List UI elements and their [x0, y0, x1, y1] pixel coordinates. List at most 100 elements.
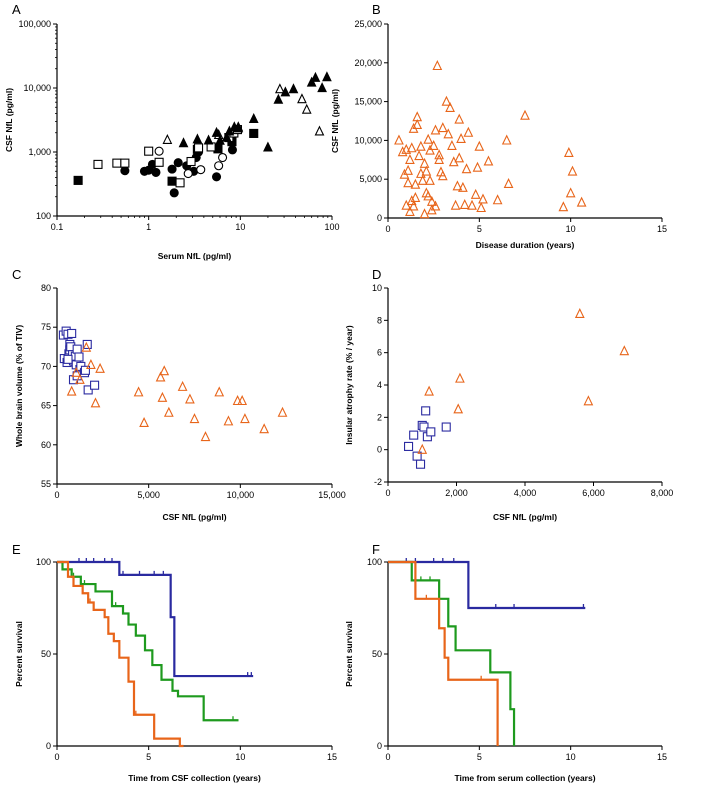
y-tick-label: 50 — [41, 649, 51, 659]
series-open-square-blue — [58, 326, 100, 395]
data-point — [483, 155, 494, 166]
data-point — [434, 153, 445, 164]
data-point — [63, 354, 73, 364]
y-tick-label: 0 — [377, 445, 382, 455]
data-point — [169, 188, 179, 198]
data-point — [415, 459, 426, 469]
data-point — [221, 131, 232, 142]
survival-curve — [57, 560, 184, 748]
x-tick-label: 10 — [566, 224, 576, 234]
series-blue — [57, 558, 254, 678]
y-tick-label: 10,000 — [354, 135, 382, 145]
data-point — [478, 193, 488, 204]
data-point — [434, 149, 445, 160]
y-axis-label: CSF NfL (pg/ml) — [4, 88, 14, 152]
y-tick-label: 80 — [41, 283, 51, 293]
data-point — [249, 128, 259, 138]
panel-label: D — [372, 267, 381, 282]
data-point — [301, 103, 312, 114]
x-tick-label: 15,000 — [318, 490, 346, 500]
data-point — [189, 413, 200, 424]
x-tick-label: 0 — [385, 488, 390, 498]
data-point — [237, 395, 248, 406]
data-point — [310, 71, 321, 82]
x-tick-label: 4,000 — [514, 488, 537, 498]
panel-label: E — [12, 542, 21, 557]
data-point — [421, 165, 432, 176]
data-point — [73, 175, 83, 185]
data-point — [183, 169, 193, 179]
data-point — [419, 157, 430, 168]
data-point — [432, 60, 443, 71]
data-point — [203, 134, 214, 145]
x-tick-label: 2,000 — [445, 488, 468, 498]
series-open-square-blue — [403, 406, 451, 469]
y-tick-label: 70 — [41, 361, 51, 371]
series-open-triangle — [394, 60, 587, 219]
data-point — [274, 83, 285, 94]
survival-curve — [388, 560, 516, 746]
data-point — [441, 95, 452, 106]
data-point — [405, 205, 415, 216]
y-tick-label: 8 — [377, 315, 382, 325]
data-point — [454, 113, 465, 124]
data-point — [162, 133, 173, 144]
data-point — [492, 194, 503, 205]
x-tick-label: 0 — [54, 752, 59, 762]
data-point — [441, 422, 451, 432]
data-point — [177, 380, 188, 391]
x-tick-label: 0 — [385, 752, 390, 762]
data-point — [412, 119, 423, 130]
survival-curve — [57, 560, 254, 678]
data-point — [419, 422, 429, 432]
y-tick-label: 65 — [41, 401, 51, 411]
x-tick-label: 8,000 — [651, 488, 674, 498]
series-orange — [57, 560, 184, 748]
x-axis-label: Time from CSF collection (years) — [128, 773, 261, 783]
data-point — [74, 352, 84, 362]
series-green — [57, 560, 239, 722]
survival-curve — [388, 560, 586, 610]
data-point — [214, 161, 224, 171]
x-tick-label: 100 — [324, 222, 339, 232]
data-point — [223, 415, 234, 426]
data-point — [425, 144, 435, 155]
y-tick-label: 25,000 — [354, 19, 382, 29]
data-point — [211, 172, 222, 182]
y-tick-label: 75 — [41, 322, 51, 332]
data-point — [476, 202, 487, 213]
data-point — [67, 328, 77, 339]
data-point — [520, 109, 530, 120]
data-point — [159, 365, 170, 376]
y-tick-label: 0 — [46, 741, 51, 751]
panel-label: A — [12, 2, 21, 17]
data-point — [175, 178, 185, 188]
x-axis-label: CSF NfL (pg/ml) — [162, 512, 226, 522]
data-point — [408, 200, 419, 211]
data-point — [215, 134, 225, 145]
data-point — [196, 165, 206, 175]
data-point — [163, 406, 174, 417]
data-point — [455, 372, 465, 383]
data-point — [456, 132, 466, 143]
data-point — [454, 152, 465, 163]
data-point — [619, 345, 630, 356]
data-point — [186, 156, 196, 167]
data-point — [474, 140, 485, 151]
data-point — [139, 416, 149, 427]
series-green — [388, 560, 516, 746]
data-point — [425, 174, 435, 185]
data-point — [409, 430, 419, 440]
panel-a: A 0.1 1 10 100 100 1,000 10,000 100,000 Serum NfL… — [4, 2, 340, 261]
data-point — [263, 141, 273, 152]
data-point — [306, 76, 317, 87]
panel-label: B — [372, 2, 381, 17]
y-axis-label: Percent survival — [14, 621, 24, 687]
data-point — [144, 146, 154, 156]
panel-label: F — [372, 542, 380, 557]
data-point — [443, 128, 454, 139]
data-point — [155, 371, 166, 382]
y-tick-label: 2 — [377, 412, 382, 422]
data-point — [66, 385, 77, 396]
x-tick-label: 15 — [657, 752, 667, 762]
